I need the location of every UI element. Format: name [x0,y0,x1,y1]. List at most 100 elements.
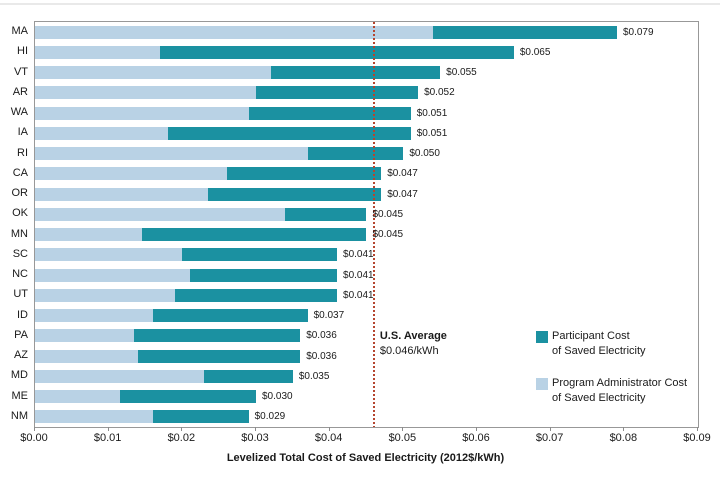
x-axis-tick-label: $0.09 [683,432,711,444]
bar-value-label: $0.065 [519,46,551,58]
participant-cost-segment [119,390,256,404]
participant-cost-segment [226,167,382,181]
bar-row [35,187,698,201]
program-admin-cost-segment [35,309,153,323]
x-axis-tick [34,427,35,431]
program-admin-cost-segment [35,390,120,404]
bar-row [35,228,698,242]
bar-row [35,410,698,424]
y-axis-label: AR [12,85,28,98]
x-axis-tick [402,427,404,431]
y-axis-label: CA [12,166,28,179]
program-admin-swatch-icon [536,378,548,390]
program-admin-cost-segment [35,25,433,39]
legend-admin-line2: of Saved Electricity [552,392,646,404]
bar-value-label: $0.036 [306,330,337,342]
x-axis-tick-label: $0.04 [314,432,343,444]
program-admin-cost-segment [35,248,183,262]
bar-value-label: $0.041 [343,249,374,261]
bar-value-label: $0.029 [254,411,286,423]
x-axis-tick-label: $0.02 [167,432,196,444]
bar-value-label: $0.047 [387,188,418,200]
us-average-reference-line [372,22,375,427]
program-admin-cost-segment [35,45,161,59]
x-axis-tick-label: $0.03 [241,432,269,444]
y-axis-label: MN [10,227,28,240]
bar-value-label: $0.045 [372,229,404,241]
bar-row [35,66,698,80]
y-axis-label: ID [17,308,28,321]
program-admin-cost-segment [35,106,249,120]
participant-cost-segment [248,106,411,120]
y-axis-label: VT [13,65,28,78]
bar-value-label: $0.041 [343,269,374,281]
bar-row [35,248,698,262]
program-admin-cost-segment [35,187,209,201]
bar-value-label: $0.037 [313,310,345,322]
x-axis-tick [255,427,256,431]
bar-row [35,25,698,39]
participant-cost-segment [152,309,308,323]
legend-item-participant: Participant Cost of Saved Electricity [536,329,646,359]
x-axis-tick [328,427,330,431]
x-axis-tick-label: $0.00 [20,432,48,444]
bar-row [35,329,698,343]
bar-row [35,106,698,120]
y-axis-label: MD [10,369,28,382]
plot-area: U.S. Average $0.046/kWh Participant Cost… [34,21,699,428]
bar-value-label: $0.055 [446,67,477,79]
y-axis-label: NC [12,268,28,281]
participant-cost-segment [138,349,301,363]
program-admin-cost-segment [35,410,153,424]
y-axis-label: SC [12,247,28,260]
y-axis-label: AZ [13,349,28,362]
participant-cost-segment [152,410,249,424]
x-axis-tick [476,427,477,431]
participant-cost-segment [307,147,404,161]
bar-value-label: $0.041 [343,289,374,301]
x-axis-title: Levelized Total Cost of Saved Electricit… [226,452,505,464]
bar-value-label: $0.051 [416,107,448,119]
us-average-value: $0.046/kWh [379,345,439,357]
y-axis-label: NM [10,409,28,422]
y-axis-label: HI [17,45,28,58]
bar-row [35,45,698,59]
x-axis-tick [549,427,551,431]
bar-value-label: $0.052 [424,87,455,99]
x-axis-tick [697,427,698,431]
bar-value-label: $0.035 [298,370,330,382]
us-average-annotation: U.S. Average $0.046/kWh [380,329,447,359]
legend-admin-line1: Program Administrator Cost [552,377,688,389]
y-axis-label: OR [11,187,29,200]
y-axis-label: WA [10,106,28,119]
program-admin-cost-segment [35,126,168,140]
bar-row [35,349,698,363]
y-axis-label: IA [17,126,28,139]
bar-value-label: $0.050 [409,148,440,160]
x-axis-tick-label: $0.05 [388,432,417,444]
figure-top-border [0,3,720,5]
bar-row [35,309,698,323]
participant-cost-segment [182,248,338,262]
participant-cost-segment [167,126,411,140]
program-admin-cost-segment [35,268,190,282]
bar-row [35,268,698,282]
bar-row [35,126,698,140]
y-axis-label: ME [11,389,29,402]
bar-row [35,86,698,100]
x-axis-tick-label: $0.07 [535,432,564,444]
x-axis: $0.00 $0.01 $0.02 $0.03 $0.04 $0.05 $0.06 $0.07… [20,427,711,447]
participant-cost-segment [432,25,617,39]
x-axis-tick-label: $0.01 [93,432,122,444]
x-axis-tick [623,427,625,431]
participant-cost-segment [189,268,338,282]
program-admin-cost-segment [35,349,139,363]
bar-value-label: $0.047 [387,168,418,180]
legend-participant-line2: of Saved Electricity [552,345,646,357]
x-axis-tick-label: $0.06 [462,432,490,444]
program-admin-cost-segment [35,147,308,161]
program-admin-cost-segment [35,66,271,80]
bar-row [35,167,698,181]
participant-cost-segment [270,66,441,80]
